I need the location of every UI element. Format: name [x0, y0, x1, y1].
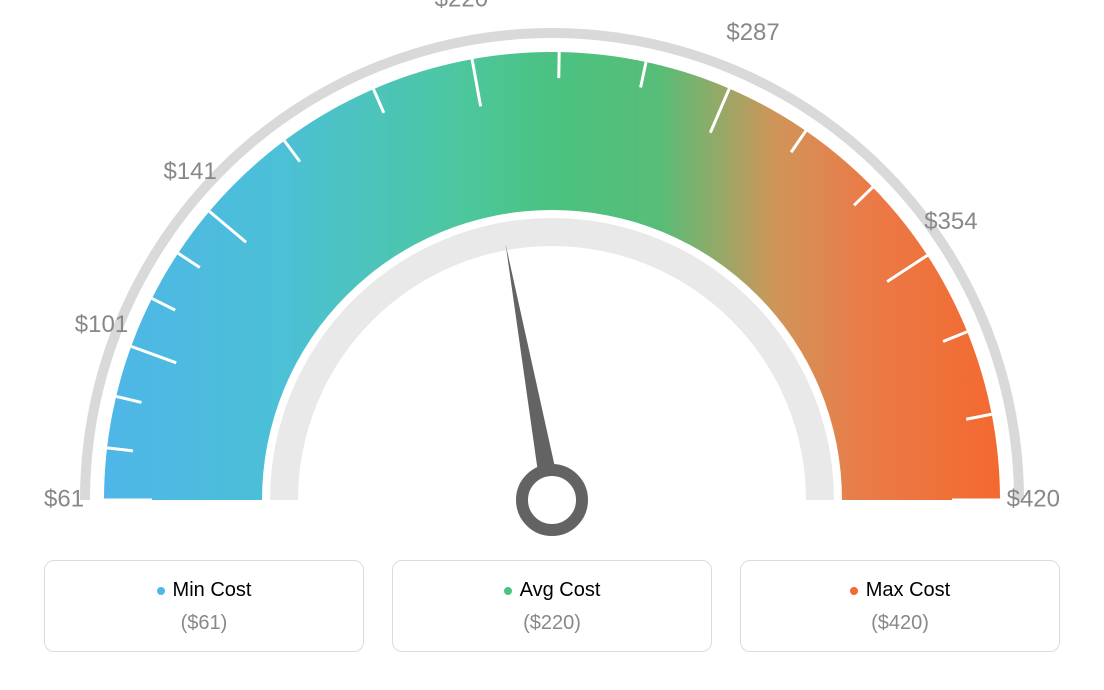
tick-label: $101: [75, 311, 128, 338]
dot-icon: [850, 587, 858, 595]
legend: Min Cost ($61) Avg Cost ($220) Max Cost …: [0, 560, 1104, 652]
legend-min-title: Min Cost: [157, 579, 252, 602]
legend-min-value: ($61): [45, 612, 363, 635]
legend-max-card: Max Cost ($420): [740, 560, 1060, 652]
tick-label: $420: [1007, 485, 1060, 512]
legend-avg-value: ($220): [393, 612, 711, 635]
tick-label: $220: [435, 0, 488, 12]
legend-max-label: Max Cost: [866, 579, 950, 602]
tick-label: $61: [44, 485, 84, 512]
legend-max-value: ($420): [741, 612, 1059, 635]
legend-min-label: Min Cost: [173, 579, 252, 602]
tick-label: $287: [726, 19, 779, 46]
legend-max-title: Max Cost: [850, 579, 950, 602]
tick-label: $141: [163, 158, 216, 185]
gauge-arc: [104, 52, 1000, 500]
legend-avg-card: Avg Cost ($220): [392, 560, 712, 652]
dot-icon: [157, 587, 165, 595]
dot-icon: [504, 587, 512, 595]
needle: [506, 244, 562, 502]
gauge-svg: $61 $101 $141 $220 $287 $354 $420: [0, 0, 1104, 560]
needle-hub: [522, 470, 582, 530]
legend-avg-label: Avg Cost: [520, 579, 601, 602]
legend-min-card: Min Cost ($61): [44, 560, 364, 652]
legend-avg-title: Avg Cost: [504, 579, 601, 602]
gauge-chart: $61 $101 $141 $220 $287 $354 $420: [0, 0, 1104, 560]
tick-label: $354: [924, 208, 977, 235]
